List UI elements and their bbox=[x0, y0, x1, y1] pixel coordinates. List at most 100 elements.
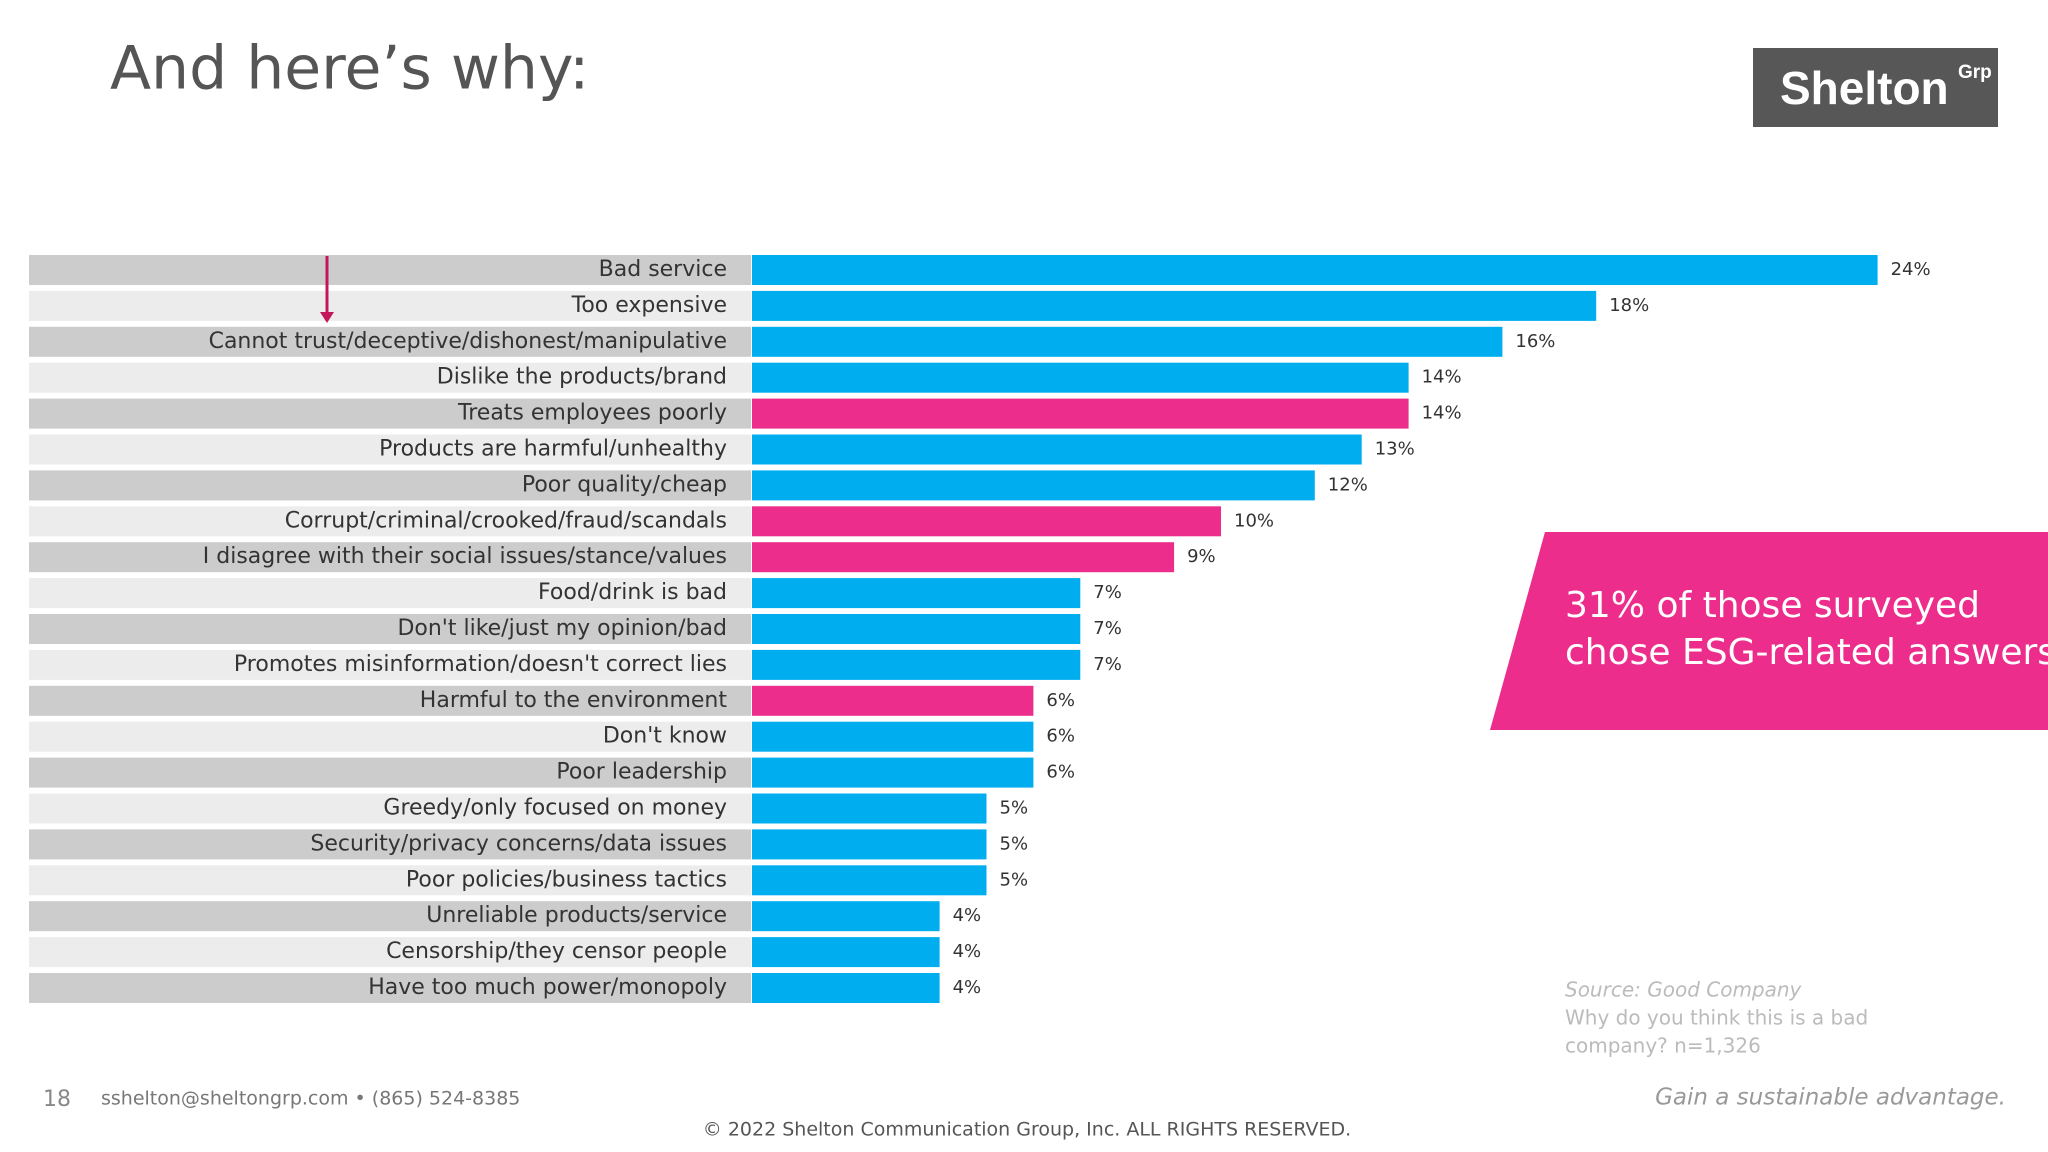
row-band bbox=[29, 829, 751, 860]
category-label: Bad service bbox=[599, 257, 727, 282]
row-band bbox=[29, 578, 751, 609]
category-label: Food/drink is bad bbox=[538, 580, 727, 605]
category-label: Treats employees poorly bbox=[457, 401, 727, 426]
row-band bbox=[29, 434, 751, 465]
source-text: Source: Good Company bbox=[1565, 978, 1803, 1002]
value-label: 4% bbox=[953, 941, 982, 962]
logo-name: Shelton bbox=[1780, 62, 1949, 114]
category-label: Unreliable products/service bbox=[426, 903, 727, 928]
bar bbox=[752, 829, 987, 860]
contact: sshelton@sheltongrp.com • (865) 524-8385 bbox=[101, 1088, 520, 1110]
bar bbox=[752, 973, 940, 1003]
bar bbox=[752, 542, 1175, 573]
callout-text: chose ESG-related answers bbox=[1565, 632, 2048, 673]
category-label: Don't like/just my opinion/bad bbox=[397, 616, 727, 641]
bar bbox=[752, 685, 1034, 716]
value-label: 14% bbox=[1422, 403, 1462, 424]
row-band bbox=[29, 973, 751, 1003]
value-label: 13% bbox=[1375, 439, 1415, 460]
logo-box bbox=[1753, 48, 1998, 127]
value-label: 5% bbox=[1000, 833, 1029, 854]
row-band bbox=[29, 290, 751, 321]
bar bbox=[752, 757, 1034, 788]
source-text: company? n=1,326 bbox=[1565, 1034, 1761, 1058]
logo-suffix: Grp bbox=[1958, 62, 1992, 83]
row-band bbox=[29, 649, 751, 680]
bar bbox=[752, 937, 940, 968]
row-band bbox=[29, 721, 751, 752]
tagline: Gain a sustainable advantage. bbox=[1655, 1085, 2006, 1111]
value-label: 5% bbox=[1000, 798, 1029, 819]
source-text: Why do you think this is a bad bbox=[1565, 1006, 1868, 1030]
row-band bbox=[29, 470, 751, 501]
bar bbox=[752, 721, 1034, 752]
bar bbox=[752, 506, 1221, 537]
row-band bbox=[29, 506, 751, 537]
bar bbox=[752, 649, 1081, 680]
value-label: 7% bbox=[1093, 654, 1122, 675]
value-label: 6% bbox=[1046, 690, 1075, 711]
category-label: Greedy/only focused on money bbox=[383, 796, 727, 821]
category-label: Promotes misinformation/doesn't correct … bbox=[234, 652, 727, 677]
row-band bbox=[29, 362, 751, 393]
value-label: 24% bbox=[1891, 259, 1931, 280]
category-label: Don't know bbox=[603, 724, 727, 749]
category-label: I disagree with their social issues/stan… bbox=[203, 544, 727, 569]
value-label: 10% bbox=[1234, 510, 1274, 531]
row-band bbox=[29, 901, 751, 932]
value-label: 4% bbox=[953, 905, 982, 926]
value-label: 9% bbox=[1187, 546, 1216, 567]
value-label: 14% bbox=[1422, 367, 1462, 388]
value-label: 18% bbox=[1609, 295, 1649, 316]
category-label: Dislike the products/brand bbox=[437, 365, 727, 390]
bar bbox=[752, 255, 1878, 285]
category-label: Security/privacy concerns/data issues bbox=[310, 831, 727, 856]
value-label: 6% bbox=[1046, 726, 1075, 747]
category-label: Corrupt/criminal/crooked/fraud/scandals bbox=[285, 508, 727, 533]
category-label: Products are harmful/unhealthy bbox=[379, 437, 727, 462]
row-band bbox=[29, 685, 751, 716]
bar bbox=[752, 614, 1081, 644]
page-number: 18 bbox=[43, 1087, 71, 1112]
value-label: 7% bbox=[1093, 582, 1122, 603]
bar bbox=[752, 290, 1597, 321]
row-band bbox=[29, 542, 751, 573]
callout-box bbox=[1490, 532, 2048, 730]
value-label: 4% bbox=[953, 977, 982, 998]
category-label: Harmful to the environment bbox=[420, 688, 728, 713]
chart-title: And here’s why: bbox=[110, 34, 589, 104]
value-label: 12% bbox=[1328, 474, 1368, 495]
value-label: 16% bbox=[1515, 331, 1555, 352]
row-band bbox=[29, 255, 751, 285]
bar bbox=[752, 865, 987, 896]
category-label: Poor leadership bbox=[556, 760, 727, 785]
bar bbox=[752, 326, 1503, 357]
row-band bbox=[29, 326, 751, 357]
copyright: © 2022 Shelton Communication Group, Inc.… bbox=[703, 1119, 1351, 1141]
bar bbox=[752, 434, 1362, 465]
value-label: 5% bbox=[1000, 869, 1029, 890]
row-band bbox=[29, 614, 751, 644]
category-label: Have too much power/monopoly bbox=[368, 975, 727, 1000]
bar bbox=[752, 578, 1081, 609]
bar bbox=[752, 793, 987, 824]
bar bbox=[752, 901, 940, 932]
category-label: Poor quality/cheap bbox=[522, 472, 727, 497]
value-label: 6% bbox=[1046, 762, 1075, 783]
bar bbox=[752, 362, 1409, 393]
arrow-head bbox=[320, 312, 334, 323]
bar bbox=[752, 470, 1315, 501]
bar bbox=[752, 398, 1409, 429]
category-label: Censorship/they censor people bbox=[386, 939, 727, 964]
row-band bbox=[29, 757, 751, 788]
value-label: 7% bbox=[1093, 618, 1122, 639]
category-label: Too expensive bbox=[571, 293, 727, 318]
category-label: Poor policies/business tactics bbox=[406, 867, 727, 892]
row-band bbox=[29, 865, 751, 896]
callout-text: 31% of those surveyed bbox=[1565, 585, 1980, 626]
row-band bbox=[29, 398, 751, 429]
row-band bbox=[29, 937, 751, 968]
category-label: Cannot trust/deceptive/dishonest/manipul… bbox=[209, 329, 727, 354]
row-band bbox=[29, 793, 751, 824]
